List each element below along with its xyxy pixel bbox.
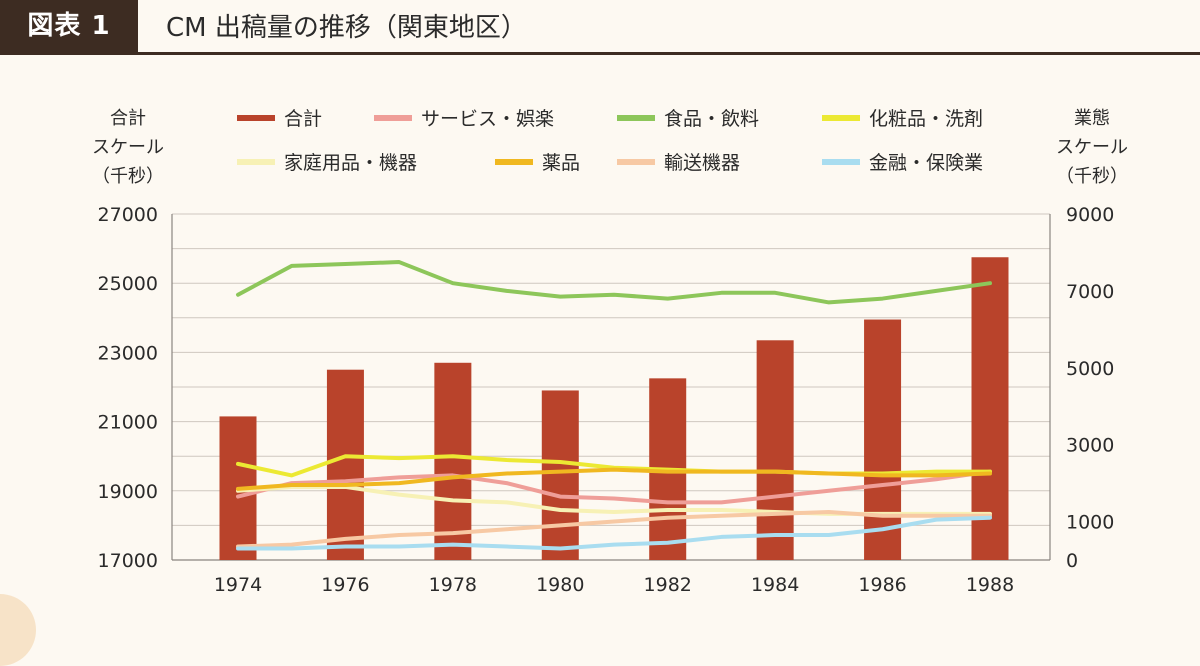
right-tick-label: 0 [1066, 550, 1078, 572]
legend-label: 薬品 [542, 152, 580, 174]
chart: 27000 25000 23000 21000 19000 17000 9000 7000 50… [92, 108, 1128, 596]
x-tick-label: 1986 [858, 574, 906, 596]
left-tick-label: 17000 [98, 550, 158, 572]
left-tick-label: 27000 [98, 204, 158, 226]
right-tick-label: 5000 [1066, 358, 1114, 380]
legend-label: 化粧品・洗剤 [869, 108, 983, 130]
series-line-6 [236, 515, 992, 551]
x-tick-label: 1984 [751, 574, 799, 596]
bar-total-1976 [326, 369, 364, 560]
x-tick-label: 1982 [644, 574, 692, 596]
left-axis-title: 合計 [110, 108, 146, 129]
left-axis-title: （千秒） [92, 166, 164, 187]
right-tick-label: 1000 [1066, 512, 1114, 534]
left-tick-label: 23000 [98, 342, 158, 364]
x-tick-label: 1988 [966, 574, 1014, 596]
bar-total-1984 [756, 340, 794, 560]
header-divider [0, 52, 1200, 55]
series-line-4 [236, 467, 992, 491]
series-line-1 [236, 260, 992, 305]
right-tick-label: 7000 [1066, 281, 1114, 303]
right-axis-title: 業態 [1074, 108, 1110, 129]
legend-label: 食品・飲料 [664, 108, 759, 130]
bar-total-1986 [864, 319, 902, 560]
series-line-0 [236, 469, 992, 505]
right-axis-title: スケール [1056, 137, 1128, 158]
chart-title: CM 出稿量の推移（関東地区） [166, 13, 527, 43]
legend-label: 合計 [284, 108, 322, 130]
figure-badge: 図表 1 [0, 0, 138, 52]
right-tick-label: 9000 [1066, 204, 1114, 226]
left-axis-title: スケール [92, 137, 164, 158]
legend-label: サービス・娯楽 [421, 108, 554, 130]
bar-total-1978 [434, 362, 472, 560]
x-tick-label: 1980 [536, 574, 584, 596]
series-line-5 [236, 509, 992, 549]
left-tick-label: 19000 [98, 481, 158, 503]
x-tick-label: 1974 [214, 574, 262, 596]
left-tick-label: 21000 [98, 412, 158, 434]
bar-total-1988 [971, 257, 1009, 560]
bar-total-1980 [541, 390, 579, 560]
x-tick-label: 1976 [321, 574, 369, 596]
legend-label: 家庭用品・機器 [284, 152, 417, 174]
right-tick-label: 3000 [1066, 435, 1114, 457]
left-tick-label: 25000 [98, 273, 158, 295]
legend-label: 輸送機器 [664, 152, 740, 174]
x-tick-label: 1978 [429, 574, 477, 596]
legend-label: 金融・保険業 [869, 152, 983, 174]
right-axis-title: （千秒） [1056, 166, 1128, 187]
